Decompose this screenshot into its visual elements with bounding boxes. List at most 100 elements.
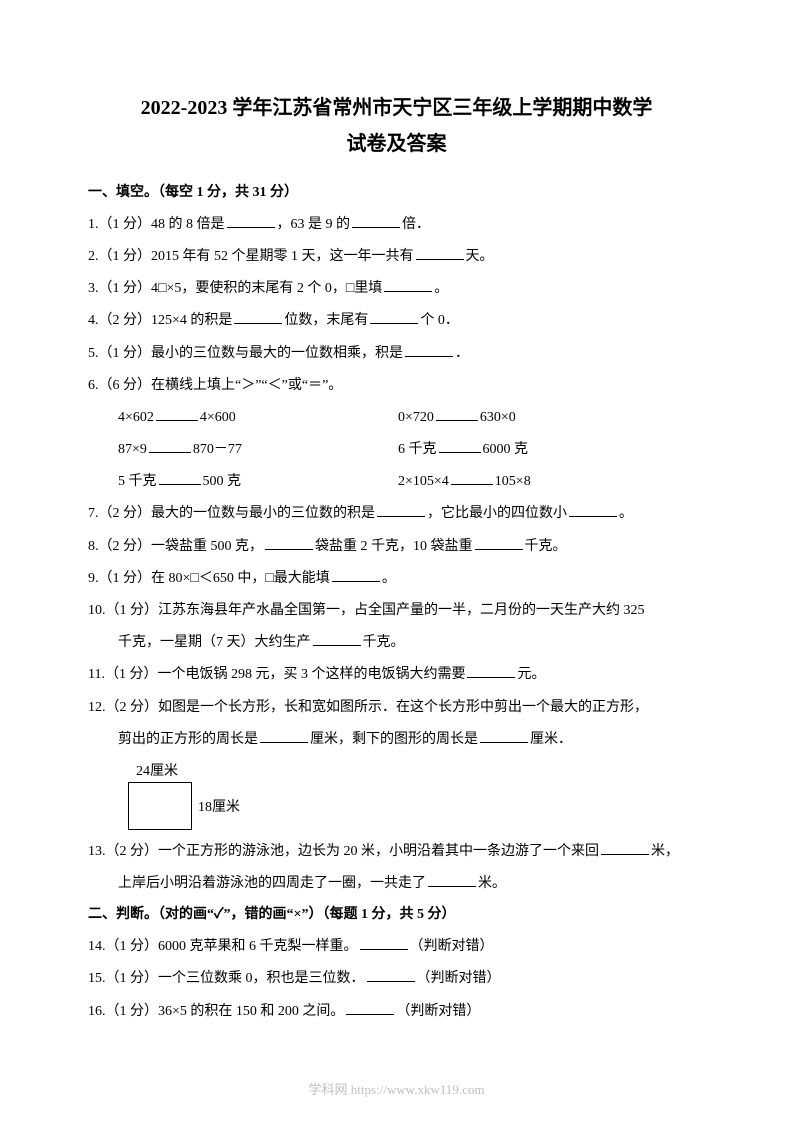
q6-r2c1-b: 870－77 — [193, 442, 242, 457]
blank — [377, 503, 425, 517]
q2-text-a: 2.（1 分）2015 年有 52 个星期零 1 天，这一年一共有 — [88, 249, 414, 264]
question-6-row3: 5 千克 500 克 2×105×4105×8 — [88, 466, 705, 498]
question-16: 16.（1 分）36×5 的积在 150 和 200 之间。 （判断对错） — [88, 996, 705, 1028]
q15-text-b: （判断对错） — [417, 971, 501, 986]
footer-watermark: 学科网 https://www.xkw119.com — [0, 1079, 793, 1098]
q13-text-d: 米。 — [478, 876, 506, 891]
q6-r3c1-b: 500 克 — [203, 474, 242, 489]
q14-text-b: （判断对错） — [410, 939, 494, 954]
question-9: 9.（1 分）在 80×□＜650 中，□最大能填 。 — [88, 563, 705, 595]
blank — [569, 503, 617, 517]
q12-text-b: 剪出的正方形的周长是 — [118, 732, 258, 747]
q9-text-a: 9.（1 分）在 80×□＜650 中，□最大能填 — [88, 571, 330, 586]
q4-text-c: 个 0． — [420, 313, 459, 328]
q6-r2c2-b: 6000 克 — [483, 442, 529, 457]
figure-top-label: 24厘米 — [136, 760, 705, 780]
q7-text-b: ，它比最小的四位数小 — [427, 506, 567, 521]
q15-text-a: 15.（1 分）一个三位数乘 0，积也是三位数． — [88, 971, 365, 986]
blank — [227, 214, 275, 228]
blank — [601, 841, 649, 855]
q6-r2c1: 87×9 870－77 — [118, 434, 398, 466]
q2-text-b: 天。 — [466, 249, 494, 264]
blank — [439, 439, 481, 453]
blank — [156, 407, 198, 421]
q1-text-b: ，63 是 9 的 — [277, 217, 351, 232]
blank — [436, 407, 478, 421]
blank — [360, 936, 408, 950]
figure-side-label: 18厘米 — [198, 796, 240, 816]
question-12-line2: 剪出的正方形的周长是厘米，剩下的图形的周长是厘米． — [88, 724, 705, 756]
blank — [428, 873, 476, 887]
blank — [370, 310, 418, 324]
q16-text-b: （判断对错） — [396, 1004, 480, 1019]
q10-text-c: 千克。 — [363, 635, 405, 650]
question-11: 11.（1 分）一个电饭锅 298 元，买 3 个这样的电饭锅大约需要元。 — [88, 659, 705, 691]
question-10-line1: 10.（1 分）江苏东海县年产水晶全国第一，占全国产量的一半，二月份的一天生产大… — [88, 595, 705, 627]
blank — [405, 343, 453, 357]
q6-r1c1-b: 4×600 — [200, 410, 236, 425]
q6-r3c2-b: 105×8 — [495, 474, 531, 489]
question-15: 15.（1 分）一个三位数乘 0，积也是三位数． （判断对错） — [88, 963, 705, 995]
blank — [265, 536, 313, 550]
q6-r2c2: 6 千克 6000 克 — [398, 434, 705, 466]
q1-text-a: 1.（1 分）48 的 8 倍是 — [88, 217, 225, 232]
blank — [260, 729, 308, 743]
q7-text-c: 。 — [619, 506, 633, 521]
q13-text-c: 上岸后小明沿着游泳池的四周走了一圈，一共走了 — [118, 876, 426, 891]
q13-text-a: 13.（2 分）一个正方形的游泳池，边长为 20 米，小明沿着其中一条边游了一个… — [88, 844, 599, 859]
q8-text-c: 千克。 — [525, 539, 567, 554]
q8-text-a: 8.（2 分）一袋盐重 500 克， — [88, 539, 263, 554]
q6-r3c1-a: 5 千克 — [118, 474, 157, 489]
q6-r1c2-a: 0×720 — [398, 410, 434, 425]
rectangle-figure: 24厘米 18厘米 — [88, 760, 705, 830]
q3-text-b: 。 — [434, 281, 448, 296]
blank — [367, 968, 415, 982]
q5-text-b: ． — [455, 346, 469, 361]
blank — [451, 471, 493, 485]
q6-r2c1-a: 87×9 — [118, 442, 147, 457]
question-13-line1: 13.（2 分）一个正方形的游泳池，边长为 20 米，小明沿着其中一条边游了一个… — [88, 836, 705, 868]
q11-text-a: 11.（1 分）一个电饭锅 298 元，买 3 个这样的电饭锅大约需要 — [88, 667, 465, 682]
q6-r1c2: 0×720 630×0 — [398, 402, 705, 434]
q6-r1c1: 4×602 4×600 — [118, 402, 398, 434]
q6-r1c1-a: 4×602 — [118, 410, 154, 425]
question-12-line1: 12.（2 分）如图是一个长方形，长和宽如图所示．在这个长方形中剪出一个最大的正… — [88, 692, 705, 724]
q6-r2c2-a: 6 千克 — [398, 442, 437, 457]
question-14: 14.（1 分）6000 克苹果和 6 千克梨一样重。 （判断对错） — [88, 931, 705, 963]
q16-text-a: 16.（1 分）36×5 的积在 150 和 200 之间。 — [88, 1004, 344, 1019]
q7-text-a: 7.（2 分）最大的一位数与最小的三位数的积是 — [88, 506, 375, 521]
blank — [467, 664, 515, 678]
q6-r3c2: 2×105×4105×8 — [398, 466, 705, 498]
q4-text-a: 4.（2 分）125×4 的积是 — [88, 313, 232, 328]
q3-text-a: 3.（1 分）4□×5，要使积的末尾有 2 个 0，□里填 — [88, 281, 382, 296]
blank — [384, 278, 432, 292]
blank — [313, 632, 361, 646]
question-3: 3.（1 分）4□×5，要使积的末尾有 2 个 0，□里填 。 — [88, 273, 705, 305]
question-4: 4.（2 分）125×4 的积是位数，末尾有个 0． — [88, 305, 705, 337]
blank — [352, 214, 400, 228]
q13-text-b: 米， — [651, 844, 679, 859]
blank — [475, 536, 523, 550]
figure-row: 18厘米 — [128, 782, 705, 830]
question-1: 1.（1 分）48 的 8 倍是，63 是 9 的倍． — [88, 209, 705, 241]
question-8: 8.（2 分）一袋盐重 500 克， 袋盐重 2 千克，10 袋盐重 千克。 — [88, 531, 705, 563]
question-13-line2: 上岸后小明沿着游泳池的四周走了一圈，一共走了 米。 — [88, 868, 705, 900]
q9-text-b: 。 — [382, 571, 396, 586]
section2-heading: 二、判断。（对的画“✓”，错的画“×”）（每题 1 分，共 5 分） — [88, 900, 705, 931]
q6-r3c1: 5 千克 500 克 — [118, 466, 398, 498]
question-7: 7.（2 分）最大的一位数与最小的三位数的积是 ，它比最小的四位数小 。 — [88, 498, 705, 530]
q5-text-a: 5.（1 分）最小的三位数与最大的一位数相乘，积是 — [88, 346, 403, 361]
q6-r1c2-b: 630×0 — [480, 410, 516, 425]
question-6-head: 6.（6 分）在横线上填上“＞”“＜”或“＝”。 — [88, 370, 705, 402]
q14-text-a: 14.（1 分）6000 克苹果和 6 千克梨一样重。 — [88, 939, 358, 954]
blank — [416, 246, 464, 260]
blank — [234, 310, 282, 324]
question-6-row2: 87×9 870－77 6 千克 6000 克 — [88, 434, 705, 466]
q12-text-d: 厘米． — [530, 732, 572, 747]
blank — [346, 1001, 394, 1015]
blank — [149, 439, 191, 453]
q10-text-b: 千克，一星期（7 天）大约生产 — [118, 635, 311, 650]
q8-text-b: 袋盐重 2 千克，10 袋盐重 — [315, 539, 473, 554]
question-5: 5.（1 分）最小的三位数与最大的一位数相乘，积是 ． — [88, 338, 705, 370]
question-10-line2: 千克，一星期（7 天）大约生产 千克。 — [88, 627, 705, 659]
